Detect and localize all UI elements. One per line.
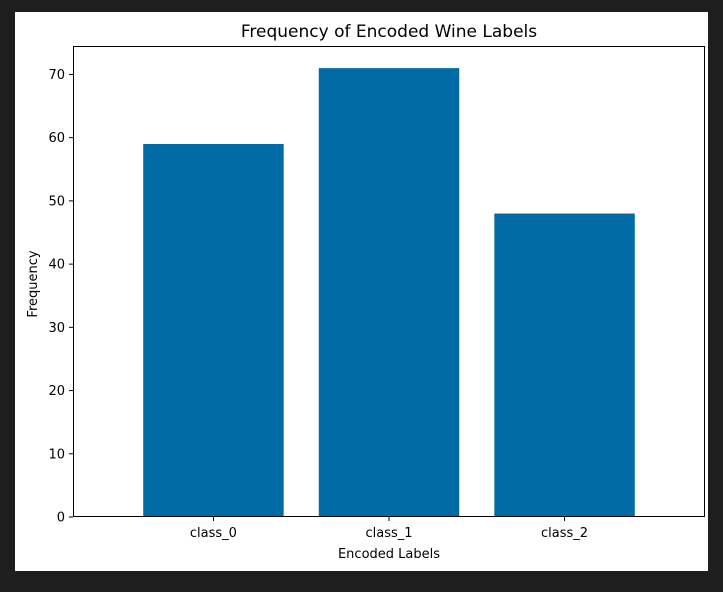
y-tick-label: 30 xyxy=(48,321,65,336)
bar-class_2 xyxy=(494,213,635,517)
bar-class_1 xyxy=(318,68,460,518)
y-tick-label: 10 xyxy=(48,447,65,462)
chart-title: Frequency of Encoded Wine Labels xyxy=(241,22,537,42)
y-tick-label: 0 xyxy=(57,511,65,526)
x-tick-label: class_1 xyxy=(365,526,412,541)
y-axis-label: Frequency xyxy=(26,250,41,317)
y-tick-label: 60 xyxy=(48,131,65,146)
x-axis-label: Encoded Labels xyxy=(338,547,440,562)
y-tick-label: 70 xyxy=(48,68,65,83)
y-tick-label: 40 xyxy=(48,258,65,273)
y-tick-label: 50 xyxy=(48,194,65,209)
x-ticks: class_0 class_1 class_2 xyxy=(190,517,588,541)
bar-class_0 xyxy=(143,143,284,517)
bars-group xyxy=(143,68,635,518)
x-tick-label: class_0 xyxy=(190,526,237,541)
bar-chart: Frequency of Encoded Wine Labels Frequen… xyxy=(26,22,705,562)
plot-frame xyxy=(73,46,705,517)
chart-figure: Frequency of Encoded Wine Labels Frequen… xyxy=(15,12,708,571)
x-tick-label: class_2 xyxy=(541,526,588,541)
y-tick-label: 20 xyxy=(48,384,65,399)
y-ticks: 0 10 20 30 40 50 60 70 xyxy=(48,68,73,526)
